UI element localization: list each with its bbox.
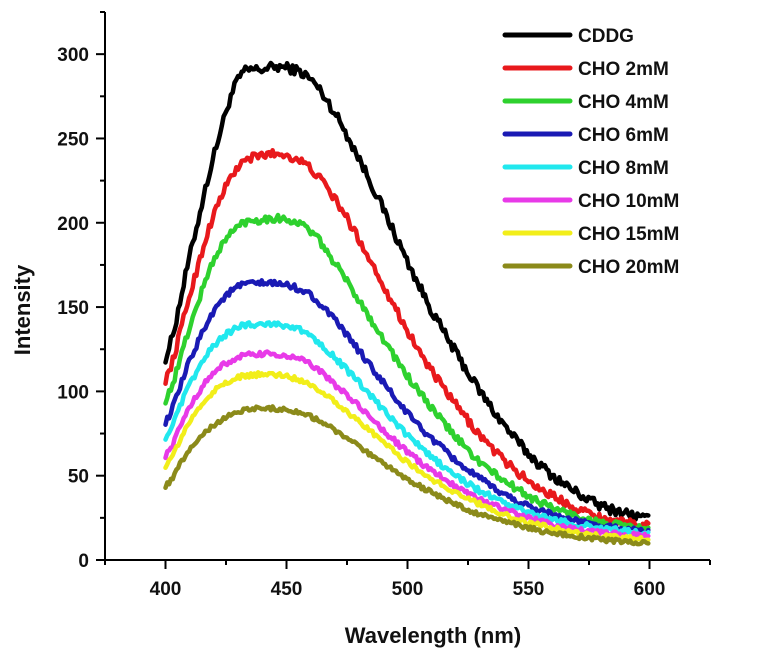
y-tick-label: 100 xyxy=(57,382,89,403)
legend-label: CHO 4mM xyxy=(578,92,669,113)
axes: 400 450 500 550 600 0 50 100 150 200 250 300 xyxy=(57,11,711,600)
legend-label: CHO 10mM xyxy=(578,191,679,212)
x-tick-label: 400 xyxy=(150,579,182,600)
legend-label: CHO 2mM xyxy=(578,59,669,80)
y-tick-label: 250 xyxy=(57,129,89,150)
legend-label: CHO 15mM xyxy=(578,224,679,245)
x-tick-label: 500 xyxy=(392,579,424,600)
series-line xyxy=(163,370,651,545)
series-line xyxy=(163,404,651,547)
x-axis-title: Wavelength (nm) xyxy=(345,623,521,648)
series-line xyxy=(163,212,651,535)
legend-label: CDDG xyxy=(578,26,634,47)
legend-label: CHO 8mM xyxy=(578,158,669,179)
y-tick-label: 200 xyxy=(57,214,89,235)
y-tick-label: 300 xyxy=(57,45,89,66)
series-line xyxy=(163,60,651,522)
series-line xyxy=(163,320,651,537)
y-tick-label: 150 xyxy=(57,298,89,319)
series-line xyxy=(163,278,651,537)
x-tick-label: 550 xyxy=(513,579,545,600)
series-line xyxy=(163,148,651,532)
y-axis-title: Intensity xyxy=(10,264,35,355)
legend-label: CHO 6mM xyxy=(578,125,669,146)
x-tick-label: 600 xyxy=(634,579,666,600)
legend: CDDG CHO 2mM CHO 4mM CHO 6mM CHO 8mM CHO 10mM… xyxy=(502,26,679,278)
y-tick-label: 0 xyxy=(78,551,89,572)
legend-label: CHO 20mM xyxy=(578,257,679,278)
x-tick-label: 450 xyxy=(271,579,303,600)
plot-area xyxy=(163,60,651,547)
y-tick-label: 50 xyxy=(68,467,89,488)
